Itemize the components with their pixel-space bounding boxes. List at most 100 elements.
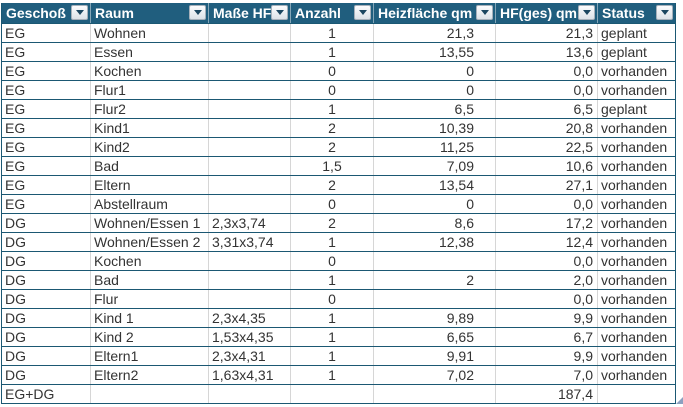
cell-raum[interactable]: Eltern2 — [91, 366, 209, 384]
cell-geschoss[interactable]: DG — [2, 214, 91, 232]
cell-hf_ges_qm[interactable]: 6,5 — [496, 100, 598, 118]
cell-heizflaeche_qm[interactable]: 21,3 — [374, 24, 496, 42]
cell-status[interactable]: vorhanden — [598, 252, 675, 270]
cell-raum[interactable]: Bad — [91, 157, 209, 175]
cell-raum[interactable]: Flur2 — [91, 100, 209, 118]
cell-raum[interactable]: Flur1 — [91, 81, 209, 99]
cell-anzahl[interactable]: 1 — [291, 233, 374, 251]
cell-anzahl[interactable]: 1,5 — [291, 157, 374, 175]
cell-masse_hf[interactable] — [209, 176, 291, 194]
filter-dropdown-button[interactable] — [578, 5, 595, 20]
cell-masse_hf[interactable] — [209, 81, 291, 99]
cell-anzahl[interactable]: 2 — [291, 138, 374, 156]
cell-masse_hf[interactable]: 1,53x4,35 — [209, 328, 291, 346]
cell-anzahl[interactable]: 2 — [291, 214, 374, 232]
cell-status[interactable]: vorhanden — [598, 214, 675, 232]
cell-anzahl[interactable] — [291, 385, 374, 403]
cell-geschoss[interactable]: DG — [2, 328, 91, 346]
cell-geschoss[interactable]: DG — [2, 347, 91, 365]
cell-masse_hf[interactable]: 3,31x3,74 — [209, 233, 291, 251]
cell-anzahl[interactable]: 2 — [291, 119, 374, 137]
cell-hf_ges_qm[interactable]: 0,0 — [496, 290, 598, 308]
cell-anzahl[interactable]: 0 — [291, 252, 374, 270]
column-header-masse_hf[interactable]: Maße HF — [209, 3, 291, 23]
column-header-heizflaeche_qm[interactable]: Heizfläche qm — [374, 3, 496, 23]
cell-heizflaeche_qm[interactable]: 12,38 — [374, 233, 496, 251]
cell-geschoss[interactable]: EG — [2, 119, 91, 137]
cell-hf_ges_qm[interactable]: 22,5 — [496, 138, 598, 156]
cell-raum[interactable]: Bad — [91, 271, 209, 289]
column-header-anzahl[interactable]: Anzahl — [291, 3, 374, 23]
cell-raum[interactable]: Kochen — [91, 252, 209, 270]
cell-anzahl[interactable]: 1 — [291, 43, 374, 61]
cell-masse_hf[interactable] — [209, 62, 291, 80]
cell-hf_ges_qm[interactable]: 10,6 — [496, 157, 598, 175]
cell-heizflaeche_qm[interactable]: 8,6 — [374, 214, 496, 232]
cell-raum[interactable]: Wohnen — [91, 24, 209, 42]
cell-heizflaeche_qm[interactable]: 9,91 — [374, 347, 496, 365]
cell-status[interactable]: vorhanden — [598, 138, 675, 156]
column-header-status[interactable]: Status — [598, 3, 675, 23]
cell-geschoss[interactable]: DG — [2, 366, 91, 384]
cell-status[interactable]: vorhanden — [598, 195, 675, 213]
cell-status[interactable]: vorhanden — [598, 309, 675, 327]
filter-dropdown-button[interactable] — [71, 5, 88, 20]
cell-heizflaeche_qm[interactable]: 7,02 — [374, 366, 496, 384]
column-header-geschoss[interactable]: Geschoß — [2, 3, 91, 23]
cell-geschoss[interactable]: DG — [2, 271, 91, 289]
cell-heizflaeche_qm[interactable]: 13,54 — [374, 176, 496, 194]
cell-masse_hf[interactable]: 2,3x3,74 — [209, 214, 291, 232]
cell-status[interactable] — [598, 385, 675, 403]
cell-status[interactable]: vorhanden — [598, 290, 675, 308]
table-resize-handle[interactable] — [676, 397, 683, 404]
cell-heizflaeche_qm[interactable]: 6,65 — [374, 328, 496, 346]
cell-geschoss[interactable]: EG — [2, 62, 91, 80]
column-header-raum[interactable]: Raum — [91, 3, 209, 23]
cell-raum[interactable]: Wohnen/Essen 2 — [91, 233, 209, 251]
cell-geschoss[interactable]: EG — [2, 43, 91, 61]
cell-hf_ges_qm[interactable]: 12,4 — [496, 233, 598, 251]
cell-heizflaeche_qm[interactable]: 0 — [374, 195, 496, 213]
cell-anzahl[interactable]: 1 — [291, 347, 374, 365]
cell-raum[interactable]: Eltern — [91, 176, 209, 194]
cell-geschoss[interactable]: EG — [2, 100, 91, 118]
cell-geschoss[interactable]: EG — [2, 138, 91, 156]
cell-heizflaeche_qm[interactable]: 13,55 — [374, 43, 496, 61]
cell-heizflaeche_qm[interactable]: 7,09 — [374, 157, 496, 175]
cell-masse_hf[interactable] — [209, 271, 291, 289]
cell-hf_ges_qm[interactable]: 13,6 — [496, 43, 598, 61]
cell-heizflaeche_qm[interactable]: 2 — [374, 271, 496, 289]
cell-hf_ges_qm[interactable]: 7,0 — [496, 366, 598, 384]
cell-anzahl[interactable]: 2 — [291, 176, 374, 194]
cell-geschoss[interactable]: EG — [2, 24, 91, 42]
cell-status[interactable]: vorhanden — [598, 81, 675, 99]
cell-masse_hf[interactable] — [209, 43, 291, 61]
cell-masse_hf[interactable] — [209, 290, 291, 308]
filter-dropdown-button[interactable] — [656, 5, 673, 20]
cell-hf_ges_qm[interactable]: 21,3 — [496, 24, 598, 42]
cell-masse_hf[interactable]: 2,3x4,31 — [209, 347, 291, 365]
cell-status[interactable]: geplant — [598, 43, 675, 61]
cell-heizflaeche_qm[interactable] — [374, 385, 496, 403]
cell-hf_ges_qm[interactable]: 0,0 — [496, 81, 598, 99]
cell-raum[interactable]: Eltern1 — [91, 347, 209, 365]
cell-heizflaeche_qm[interactable]: 9,89 — [374, 309, 496, 327]
filter-dropdown-button[interactable] — [189, 5, 206, 20]
cell-raum[interactable]: Kind 2 — [91, 328, 209, 346]
cell-hf_ges_qm[interactable]: 20,8 — [496, 119, 598, 137]
cell-hf_ges_qm[interactable]: 2,0 — [496, 271, 598, 289]
cell-anzahl[interactable]: 1 — [291, 309, 374, 327]
cell-status[interactable]: geplant — [598, 100, 675, 118]
cell-geschoss[interactable]: DG — [2, 290, 91, 308]
cell-hf_ges_qm[interactable]: 9,9 — [496, 347, 598, 365]
cell-masse_hf[interactable] — [209, 100, 291, 118]
cell-hf_ges_qm[interactable]: 6,7 — [496, 328, 598, 346]
cell-anzahl[interactable]: 0 — [291, 195, 374, 213]
cell-geschoss[interactable]: DG — [2, 309, 91, 327]
cell-hf_ges_qm[interactable]: 27,1 — [496, 176, 598, 194]
cell-geschoss[interactable]: EG — [2, 176, 91, 194]
cell-raum[interactable]: Kind1 — [91, 119, 209, 137]
cell-raum[interactable]: Kind 1 — [91, 309, 209, 327]
cell-masse_hf[interactable] — [209, 138, 291, 156]
cell-status[interactable]: vorhanden — [598, 157, 675, 175]
